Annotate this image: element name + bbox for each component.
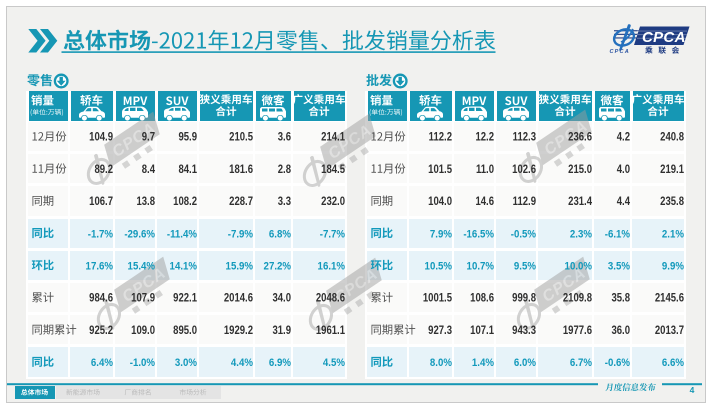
- svg-text:109.0: 109.0: [131, 324, 155, 337]
- svg-text:215.0: 215.0: [568, 163, 592, 176]
- svg-text:1961.1: 1961.1: [316, 324, 345, 337]
- svg-text:4.0: 4.0: [617, 163, 630, 176]
- svg-text:895.0: 895.0: [173, 324, 197, 337]
- svg-text:108.6: 108.6: [470, 292, 494, 305]
- svg-text:10.0%: 10.0%: [565, 261, 592, 273]
- svg-text:107.9: 107.9: [131, 292, 155, 305]
- svg-text:3.6: 3.6: [278, 131, 291, 144]
- svg-text:9.7: 9.7: [142, 131, 155, 144]
- svg-text:-1.7%: -1.7%: [88, 229, 113, 241]
- svg-text:14.1%: 14.1%: [170, 261, 197, 273]
- svg-text:1929.2: 1929.2: [224, 324, 253, 337]
- svg-text:927.3: 927.3: [428, 324, 452, 337]
- svg-text:-11.4%: -11.4%: [167, 229, 197, 241]
- svg-text:8.0%: 8.0%: [430, 358, 452, 370]
- svg-text:6.8%: 6.8%: [269, 229, 291, 241]
- svg-text:2013.7: 2013.7: [655, 324, 684, 337]
- svg-text:36.0: 36.0: [611, 324, 630, 337]
- svg-text:214.1: 214.1: [321, 131, 345, 144]
- svg-text:-7.9%: -7.9%: [228, 229, 253, 241]
- svg-text:CPCA: CPCA: [610, 49, 630, 55]
- svg-text:6.9%: 6.9%: [269, 358, 291, 370]
- svg-text:108.2: 108.2: [173, 195, 197, 208]
- svg-text:1001.5: 1001.5: [423, 292, 452, 305]
- svg-text:240.8: 240.8: [660, 131, 684, 144]
- svg-text:210.5: 210.5: [229, 131, 253, 144]
- svg-text:31.9: 31.9: [272, 324, 291, 337]
- svg-text:7.9%: 7.9%: [430, 229, 452, 241]
- svg-text:27.2%: 27.2%: [264, 261, 291, 273]
- svg-text:1.4%: 1.4%: [472, 358, 494, 370]
- svg-text:232.0: 232.0: [321, 195, 345, 208]
- svg-text:4.5%: 4.5%: [323, 358, 345, 370]
- svg-text:4.2: 4.2: [617, 131, 630, 144]
- svg-text:1977.6: 1977.6: [563, 324, 592, 337]
- svg-text:3.5%: 3.5%: [608, 261, 630, 273]
- svg-text:6.6%: 6.6%: [662, 358, 684, 370]
- svg-text:-0.5%: -0.5%: [511, 229, 536, 241]
- svg-text:231.4: 231.4: [568, 195, 592, 208]
- svg-text:984.6: 984.6: [89, 292, 113, 305]
- svg-text:104.9: 104.9: [89, 131, 113, 144]
- svg-text:922.1: 922.1: [173, 292, 197, 305]
- svg-text:236.6: 236.6: [568, 131, 592, 144]
- svg-text:184.5: 184.5: [321, 163, 345, 176]
- svg-text:-29.6%: -29.6%: [124, 229, 155, 241]
- svg-text:9.5%: 9.5%: [514, 261, 536, 273]
- svg-text:11.0: 11.0: [476, 163, 494, 176]
- svg-text:2109.8: 2109.8: [563, 292, 592, 305]
- svg-text:2.3%: 2.3%: [570, 229, 592, 241]
- svg-text:14.6: 14.6: [475, 195, 494, 208]
- svg-text:2145.6: 2145.6: [655, 292, 684, 305]
- svg-text:101.5: 101.5: [428, 163, 452, 176]
- svg-text:3.0%: 3.0%: [175, 358, 197, 370]
- svg-text:2048.6: 2048.6: [316, 292, 345, 305]
- svg-text:6.4%: 6.4%: [91, 358, 113, 370]
- svg-text:CPCA: CPCA: [642, 29, 686, 46]
- svg-text:106.7: 106.7: [89, 195, 113, 208]
- svg-text:15.4%: 15.4%: [128, 261, 155, 273]
- svg-text:-7.7%: -7.7%: [320, 229, 345, 241]
- svg-text:4.4: 4.4: [617, 195, 630, 208]
- svg-text:4.4%: 4.4%: [231, 358, 253, 370]
- svg-text:17.6%: 17.6%: [86, 261, 113, 273]
- svg-text:6.7%: 6.7%: [570, 358, 592, 370]
- svg-text:2.1%: 2.1%: [662, 229, 684, 241]
- svg-text:219.1: 219.1: [660, 163, 684, 176]
- svg-text:8.4: 8.4: [142, 163, 155, 176]
- svg-text:35.8: 35.8: [611, 292, 630, 305]
- svg-text:34.0: 34.0: [272, 292, 291, 305]
- svg-text:235.8: 235.8: [660, 195, 684, 208]
- svg-text:-1.0%: -1.0%: [130, 358, 155, 370]
- svg-text:3.3: 3.3: [278, 195, 291, 208]
- svg-text:102.6: 102.6: [512, 163, 536, 176]
- svg-text:89.2: 89.2: [94, 163, 113, 176]
- svg-text:2.8: 2.8: [278, 163, 291, 176]
- svg-text:2014.6: 2014.6: [224, 292, 253, 305]
- svg-text:-16.5%: -16.5%: [463, 229, 494, 241]
- svg-text:112.9: 112.9: [513, 195, 536, 208]
- svg-text:112.2: 112.2: [429, 131, 452, 144]
- svg-text:9.9%: 9.9%: [662, 261, 684, 273]
- svg-text:12.2: 12.2: [475, 131, 494, 144]
- svg-text:999.8: 999.8: [512, 292, 536, 305]
- svg-text:95.9: 95.9: [178, 131, 197, 144]
- svg-text:925.2: 925.2: [89, 324, 113, 337]
- svg-text:104.0: 104.0: [428, 195, 452, 208]
- svg-text:6.0%: 6.0%: [514, 358, 536, 370]
- svg-text:15.9%: 15.9%: [226, 261, 253, 273]
- svg-text:10.7%: 10.7%: [467, 261, 494, 273]
- svg-text:943.3: 943.3: [512, 324, 536, 337]
- svg-text:84.1: 84.1: [178, 163, 197, 176]
- svg-text:-0.6%: -0.6%: [605, 358, 630, 370]
- svg-text:-6.1%: -6.1%: [605, 229, 630, 241]
- svg-text:16.1%: 16.1%: [318, 261, 345, 273]
- svg-text:112.3: 112.3: [513, 131, 536, 144]
- svg-text:13.8: 13.8: [136, 195, 155, 208]
- svg-text:181.6: 181.6: [229, 163, 253, 176]
- svg-text:10.5%: 10.5%: [425, 261, 452, 273]
- svg-text:107.1: 107.1: [470, 324, 494, 337]
- svg-text:228.7: 228.7: [229, 195, 253, 208]
